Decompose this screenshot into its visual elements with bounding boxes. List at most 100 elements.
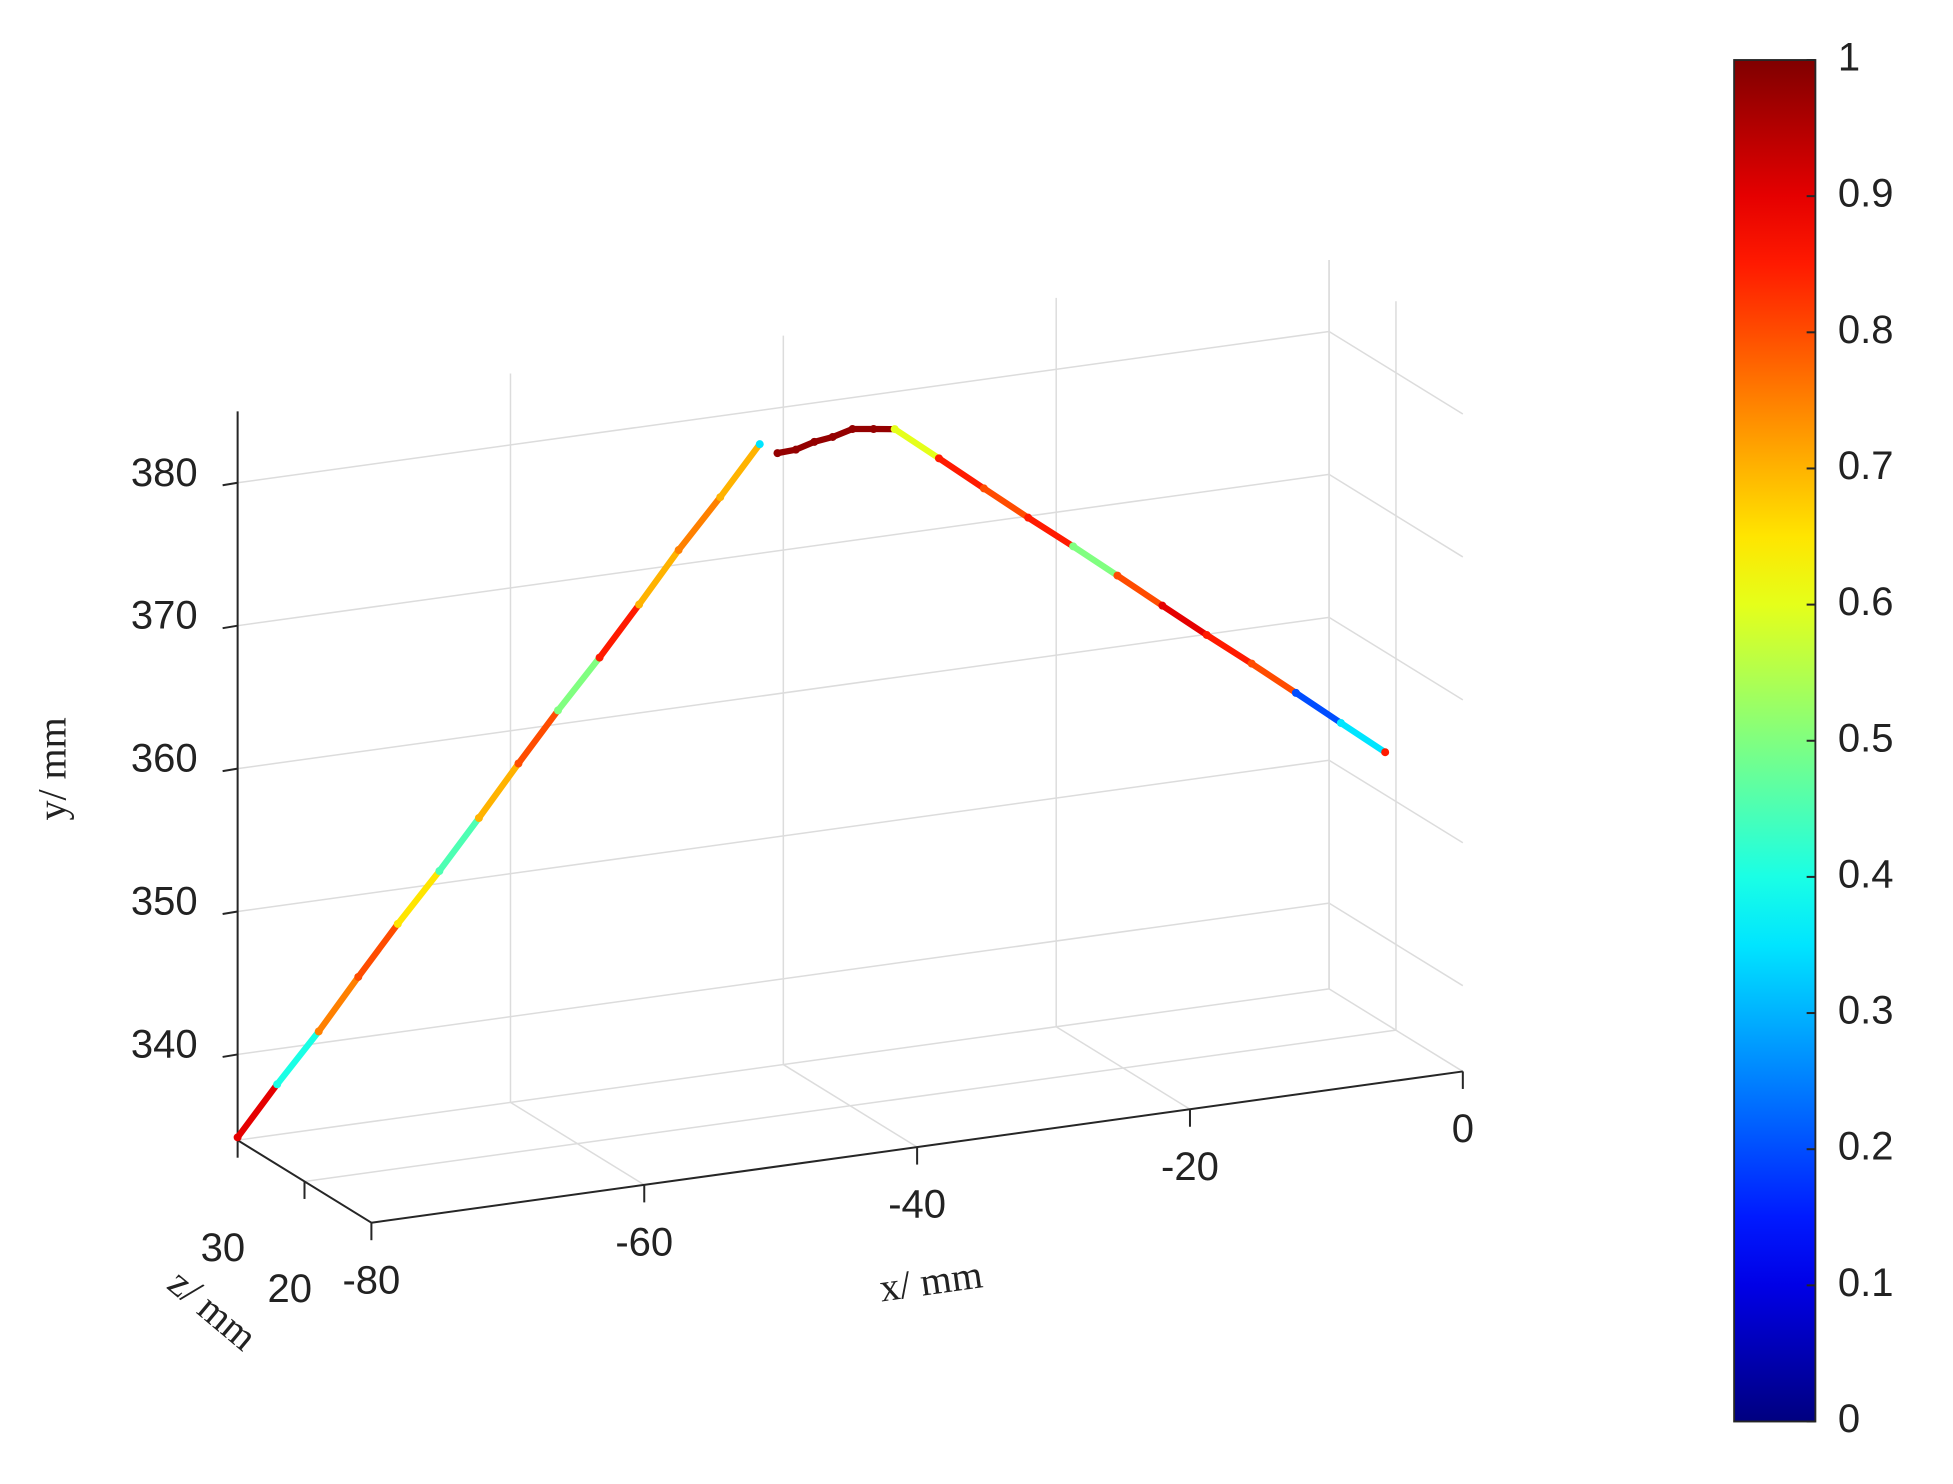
y-tick-label: 380: [131, 451, 198, 495]
y-tick-label: 350: [131, 880, 198, 924]
point: [393, 919, 402, 928]
point: [1336, 718, 1345, 727]
point: [595, 653, 604, 662]
point: [553, 706, 562, 715]
colorbar-tick-label: 0.3: [1838, 989, 1894, 1033]
trajectory-segment: [1114, 572, 1166, 609]
marks: [233, 425, 1390, 1142]
trajectory-segment: [935, 455, 988, 492]
point: [1202, 630, 1211, 639]
point: [514, 759, 523, 768]
z-tick-label: 20: [268, 1267, 313, 1311]
point: [755, 440, 764, 449]
trajectory-segment: [1025, 514, 1077, 550]
point: [791, 445, 800, 454]
trajectory-segment: [355, 920, 401, 981]
trajectory-segment: [1292, 689, 1345, 727]
trajectory-segment: [891, 425, 943, 462]
trajectory-segment: [315, 973, 362, 1035]
x-axis-label: x/ mm: [877, 1251, 986, 1310]
colorbar-tick-label: 1: [1838, 36, 1860, 80]
z-axis-label: z/ mm: [160, 1260, 266, 1359]
trajectory-segment: [980, 485, 1032, 521]
trajectory-segment: [1070, 543, 1121, 579]
z-axis: [237, 1139, 372, 1224]
colorbar-tick-label: 0.1: [1838, 1261, 1894, 1305]
colorbar-tick-label: 0.8: [1838, 308, 1894, 352]
point: [828, 432, 837, 441]
trajectory-segment: [234, 1081, 281, 1141]
point: [273, 1080, 282, 1089]
x-tick-label: 0: [1452, 1107, 1474, 1151]
trajectory-segment: [1203, 631, 1255, 667]
trajectory-segment: [635, 546, 682, 608]
point: [474, 813, 483, 822]
point: [1291, 688, 1300, 697]
x-tick-label: -80: [342, 1258, 400, 1302]
trajectory-segment: [596, 601, 643, 661]
point: [635, 600, 644, 609]
point: [869, 425, 878, 434]
trajectory-segment: [515, 707, 562, 767]
y-axis-label: y/ mm: [30, 717, 75, 820]
grid-line: [237, 759, 1330, 913]
point: [674, 546, 683, 555]
grid: [236, 260, 1464, 1224]
point: [773, 449, 782, 458]
y-tick-label: 360: [131, 737, 198, 781]
point: [979, 484, 988, 493]
point: [934, 454, 943, 463]
trajectory-segment: [436, 814, 483, 875]
grid-line: [237, 988, 1330, 1141]
grid-line: [304, 1029, 1397, 1183]
colorbar-ticks: 0 0.1 0.2 0.3 0.4 0.5 0.6 0.7 0.8 0.9 1: [1806, 36, 1894, 1441]
x-tick-label: -20: [1161, 1145, 1219, 1189]
trajectory-segment: [1337, 719, 1389, 756]
x-tick-label: -40: [888, 1183, 946, 1227]
point: [1069, 542, 1078, 551]
y-tick-label: 370: [131, 594, 198, 638]
point: [716, 493, 725, 502]
x-tick-label: -60: [615, 1220, 673, 1264]
grid-line: [237, 902, 1330, 1056]
colorbar-tick-label: 0.6: [1838, 580, 1894, 624]
z-tick-label: 30: [201, 1226, 246, 1270]
y-tick: [222, 624, 238, 630]
y-tick: [222, 910, 238, 916]
trajectory-segment: [274, 1028, 322, 1088]
grid-line: [237, 473, 1330, 627]
point: [810, 437, 819, 446]
grid-line: [237, 330, 1330, 484]
point: [435, 867, 444, 876]
point: [354, 972, 363, 981]
colorbar-tick-label: 0.4: [1838, 852, 1894, 896]
trajectory-segment: [554, 654, 603, 714]
point: [1247, 659, 1256, 668]
point: [233, 1133, 242, 1142]
colorbar-tick-label: 0.9: [1838, 172, 1894, 216]
colorbar-tick-label: 0.2: [1838, 1125, 1894, 1169]
colorbar-tick-label: 0.7: [1838, 444, 1894, 488]
point: [890, 425, 899, 434]
trajectory-segment: [1248, 660, 1300, 696]
point: [1381, 748, 1390, 757]
y-tick: [222, 1053, 238, 1058]
y-tick: [222, 767, 238, 773]
point: [848, 425, 857, 434]
point: [1024, 513, 1033, 522]
colorbar: [1733, 59, 1817, 1423]
trajectory-segment: [475, 760, 522, 822]
trajectory-segment: [394, 867, 443, 928]
point: [1158, 601, 1167, 610]
y-tick: [222, 481, 238, 487]
trajectory-segment: [675, 494, 724, 554]
point: [1113, 571, 1122, 580]
axes: -80 -60 -40 -20 0 340 350 360 370 380 20 30: [131, 411, 1474, 1311]
colorbar-tick-label: 0.5: [1838, 716, 1894, 760]
colorbar-tick-label: 0: [1838, 1397, 1860, 1441]
point: [314, 1027, 323, 1036]
grid-line: [237, 616, 1330, 770]
y-tick-label: 340: [131, 1023, 198, 1067]
trajectory-segment: [1159, 602, 1210, 639]
